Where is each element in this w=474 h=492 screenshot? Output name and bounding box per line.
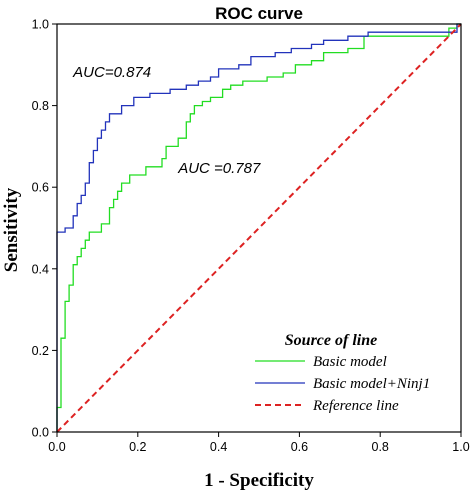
series-line-1 (56, 23, 461, 432)
x-tick-label: 0.8 (372, 440, 389, 454)
legend-title: Source of line (285, 332, 377, 349)
legend-label-2: Basic model+Ninj1 (313, 376, 430, 392)
x-tick-label: 0.2 (129, 440, 146, 454)
x-axis-label: 1 - Specificity (204, 470, 314, 491)
y-tick-label: 0.8 (32, 99, 49, 113)
plot-frame (56, 23, 462, 433)
legend: Source of line Basic model Basic model+Nin… (255, 332, 430, 414)
axes: 0.0 0.2 0.4 0.6 0.8 1.0 0.0 0.2 0.4 0.6 0.8 1.0 (32, 18, 470, 455)
y-tick-label: 0.4 (32, 262, 49, 276)
chart-title: ROC curve (215, 4, 303, 23)
legend-label-1: Basic model (313, 354, 387, 370)
plot-area (56, 23, 462, 433)
y-axis-label: Sensitivity (1, 187, 22, 272)
y-tick-label: 1.0 (32, 18, 49, 32)
y-tick-label: 0.2 (32, 344, 49, 358)
y-tick-label: 0.6 (32, 181, 49, 195)
auc-annotation-2: AUC =0.787 (177, 160, 261, 177)
x-tick-label: 0.0 (48, 440, 65, 454)
series-line-3 (56, 23, 462, 433)
series-line-2 (56, 23, 461, 432)
x-tick-label: 0.4 (210, 440, 227, 454)
auc-annotation-1: AUC=0.874 (72, 64, 151, 81)
y-tick-label: 0.0 (32, 426, 49, 440)
x-tick-label: 1.0 (452, 440, 469, 454)
annotations: AUC=0.874 AUC =0.787 (72, 64, 261, 177)
legend-label-3: Reference line (312, 398, 399, 414)
x-tick-label: 0.6 (291, 440, 308, 454)
